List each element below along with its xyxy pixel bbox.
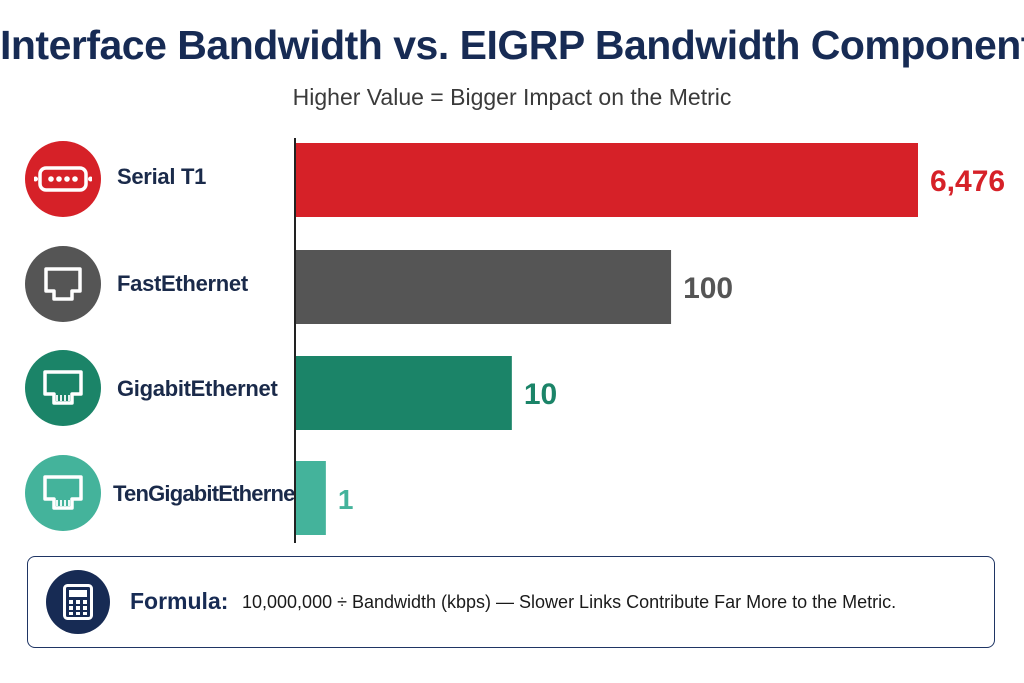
value-label-fastethernet: 100	[683, 272, 733, 305]
bar-gigabitethernet	[296, 356, 512, 430]
formula-text: 10,000,000 ÷ Bandwidth (kbps) — Slower L…	[242, 592, 897, 612]
value-label-tengigabitethernet: 1	[338, 484, 354, 515]
chart-title: Interface Bandwidth vs. EIGRP Bandwidth …	[0, 22, 1024, 68]
calculator-icon	[46, 570, 110, 634]
chart-subtitle: Higher Value = Bigger Impact on the Metr…	[292, 84, 732, 110]
serial-port-icon	[25, 141, 101, 217]
row-label-serial-t1: Serial T1	[117, 164, 207, 189]
ethernet-port-icon	[25, 246, 101, 322]
value-label-serial-t1: 6,476	[930, 165, 1005, 198]
row-label-tengigabitethernet: TenGigabitEthernet	[113, 481, 302, 506]
category-axis-line	[294, 138, 296, 543]
ethernet-port-icon	[25, 350, 101, 426]
row-label-gigabitethernet: GigabitEthernet	[117, 376, 278, 401]
bar-serial-t1	[296, 143, 918, 217]
formula-box: Formula: 10,000,000 ÷ Bandwidth (kbps) —…	[27, 556, 995, 648]
bar-fastethernet	[296, 250, 672, 324]
formula-label: Formula:	[130, 588, 229, 614]
bar-tengigabitethernet	[296, 461, 326, 535]
row-label-fastethernet: FastEthernet	[117, 271, 248, 296]
ethernet-port-icon	[25, 455, 101, 531]
value-label-gigabitethernet: 10	[524, 378, 557, 411]
